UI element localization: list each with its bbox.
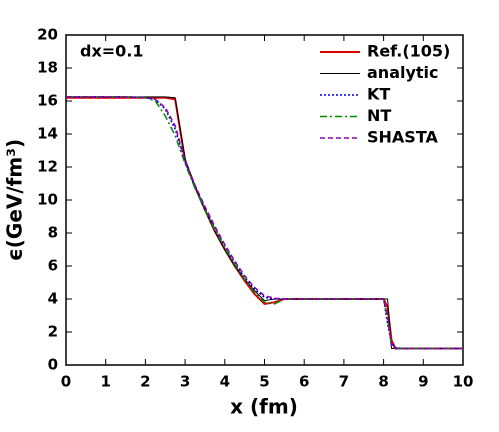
x-axis-label: x (fm) bbox=[230, 395, 298, 419]
x-tick-label: 6 bbox=[299, 373, 309, 391]
annotation: dx=0.1 bbox=[80, 42, 144, 61]
x-tick-label: 1 bbox=[100, 373, 110, 391]
legend-label: analytic bbox=[367, 63, 439, 82]
data-line bbox=[66, 96, 463, 349]
x-tick-label: 5 bbox=[259, 373, 269, 391]
x-tick-label: 7 bbox=[339, 373, 349, 391]
data-line bbox=[66, 96, 463, 350]
legend-label: KT bbox=[367, 85, 390, 104]
y-tick-label: 12 bbox=[37, 158, 58, 176]
x-tick-label: 9 bbox=[418, 373, 428, 391]
x-tick-label: 2 bbox=[140, 373, 150, 391]
legend-label: NT bbox=[367, 106, 391, 125]
plot-frame bbox=[65, 34, 464, 366]
x-tick-label: 4 bbox=[220, 373, 230, 391]
y-tick-label: 18 bbox=[37, 59, 58, 77]
y-tick-label: 10 bbox=[37, 191, 58, 209]
data-line bbox=[66, 96, 463, 350]
y-tick-label: 2 bbox=[48, 323, 58, 341]
x-tick-label: 0 bbox=[61, 373, 71, 391]
legend-label: SHASTA bbox=[367, 128, 438, 147]
x-tick-label: 3 bbox=[180, 373, 190, 391]
y-axis-label: ϵ(GeV/fm³) bbox=[3, 139, 27, 261]
y-tick-label: 6 bbox=[48, 257, 58, 275]
y-tick-label: 20 bbox=[37, 26, 58, 44]
y-tick-label: 14 bbox=[37, 125, 58, 143]
x-tick-label: 10 bbox=[453, 373, 474, 391]
y-tick-label: 0 bbox=[48, 356, 58, 374]
y-tick-label: 8 bbox=[48, 224, 58, 242]
legend-label: Ref.(105) bbox=[367, 42, 450, 61]
y-tick-label: 4 bbox=[48, 290, 58, 308]
x-tick-label: 8 bbox=[378, 373, 388, 391]
y-tick-label: 16 bbox=[37, 92, 58, 110]
